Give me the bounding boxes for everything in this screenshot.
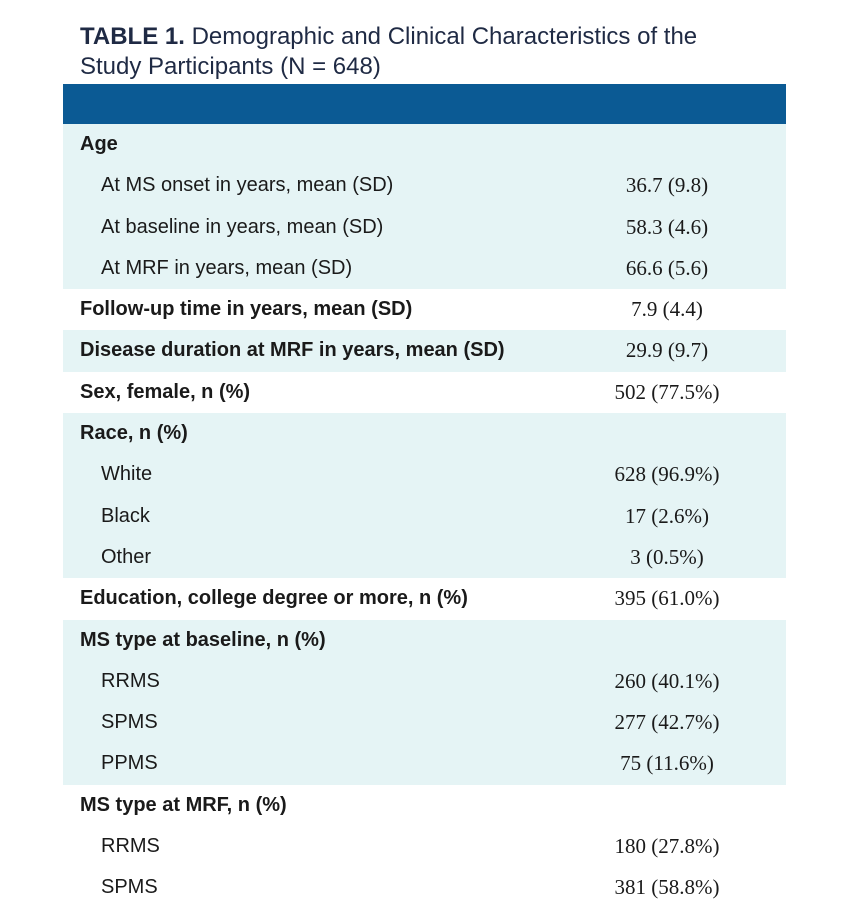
subrow-value: 17 (2.6%) bbox=[625, 503, 709, 528]
table-subrow: Black 17 (2.6%) bbox=[63, 496, 786, 537]
row-label: Race, n (%) bbox=[80, 422, 188, 445]
subrow-value: 75 (11.6%) bbox=[620, 751, 714, 776]
subrow-label: RRMS bbox=[101, 835, 160, 858]
row-group: Sex, female, n (%) 502 (77.5%) bbox=[63, 372, 786, 413]
table-subrow: White 628 (96.9%) bbox=[63, 454, 786, 495]
row-group: MS type at baseline, n (%) RRMS 260 (40.1%… bbox=[63, 619, 786, 785]
row-label: Disease duration at MRF in years, mean (… bbox=[80, 339, 505, 362]
subrow-label: SPMS bbox=[101, 876, 158, 899]
table-row: MS type at MRF, n (%) bbox=[63, 785, 786, 826]
row-label: MS type at MRF, n (%) bbox=[80, 793, 287, 816]
subrow-value: 277 (42.7%) bbox=[614, 710, 720, 735]
subrow-value: 58.3 (4.6) bbox=[625, 214, 709, 239]
header-bar bbox=[63, 84, 786, 124]
row-value: 29.9 (9.7) bbox=[625, 338, 709, 363]
table-row: Follow-up time in years, mean (SD) 7.9 (4… bbox=[63, 289, 786, 330]
subrow-label: PPMS bbox=[101, 752, 158, 775]
subrow-label: At MRF in years, mean (SD) bbox=[101, 256, 353, 279]
row-group: Follow-up time in years, mean (SD) 7.9 (4… bbox=[63, 289, 786, 330]
table-subrow: RRMS 180 (27.8%) bbox=[63, 826, 786, 867]
row-group: Disease duration at MRF in years, mean (… bbox=[63, 330, 786, 372]
subrow-label: White bbox=[101, 463, 153, 486]
subrow-value: 260 (40.1%) bbox=[614, 668, 720, 693]
row-group: Education, college degree or more, n (%)… bbox=[63, 578, 786, 619]
table-subrow: SPMS 277 (42.7%) bbox=[63, 702, 786, 743]
row-value: 395 (61.0%) bbox=[614, 586, 720, 611]
table-row: MS type at baseline, n (%) bbox=[63, 620, 786, 661]
subrow-label: At MS onset in years, mean (SD) bbox=[101, 174, 394, 197]
subrow-value: 66.6 (5.6) bbox=[625, 255, 709, 280]
row-label: Education, college degree or more, n (%) bbox=[80, 587, 468, 610]
table-subrow: At MS onset in years, mean (SD) 36.7 (9.8… bbox=[63, 165, 786, 206]
table-subrow: PPMS 75 (11.6%) bbox=[63, 743, 786, 784]
table: Age At MS onset in years, mean (SD) 36.7 (… bbox=[63, 124, 786, 909]
row-label: Follow-up time in years, mean (SD) bbox=[80, 298, 413, 321]
table-row: Sex, female, n (%) 502 (77.5%) bbox=[63, 372, 786, 413]
table-row: Race, n (%) bbox=[63, 413, 786, 454]
subrow-label: Black bbox=[101, 504, 150, 527]
table-subrow: At baseline in years, mean (SD) 58.3 (4.6… bbox=[63, 207, 786, 248]
subrow-label: SPMS bbox=[101, 711, 158, 734]
subrow-value: 628 (96.9%) bbox=[614, 462, 720, 487]
table-title: TABLE 1. Demographic and Clinical Charac… bbox=[80, 22, 760, 82]
row-value: 502 (77.5%) bbox=[614, 379, 720, 404]
table-subrow: Other 3 (0.5%) bbox=[63, 537, 786, 578]
row-label: Age bbox=[80, 133, 118, 155]
subrow-value: 36.7 (9.8) bbox=[625, 173, 709, 198]
table-row: Age bbox=[63, 124, 786, 165]
table-row: Disease duration at MRF in years, mean (… bbox=[63, 330, 786, 371]
row-group: Race, n (%) White 628 (96.9%) Black 17 (2.6%… bbox=[63, 413, 786, 579]
table-subrow: At MRF in years, mean (SD) 66.6 (5.6) bbox=[63, 248, 786, 289]
subrow-value: 381 (58.8%) bbox=[614, 875, 720, 900]
row-label: Sex, female, n (%) bbox=[80, 380, 251, 403]
row-value: 7.9 (4.4) bbox=[631, 297, 703, 322]
subrow-label: Other bbox=[101, 545, 152, 568]
table-subrow: RRMS 260 (40.1%) bbox=[63, 661, 786, 702]
row-group: Age At MS onset in years, mean (SD) 36.7 (… bbox=[63, 124, 786, 290]
title-label: TABLE 1. bbox=[80, 23, 185, 50]
subrow-value: 180 (27.8%) bbox=[614, 834, 720, 859]
title-text: Demographic and Clinical Characteristics… bbox=[80, 23, 698, 80]
row-label: MS type at baseline, n (%) bbox=[80, 628, 326, 651]
subrow-label: RRMS bbox=[101, 669, 160, 692]
table-row: Education, college degree or more, n (%)… bbox=[63, 578, 786, 619]
row-group: MS type at MRF, n (%) RRMS 180 (27.8%) SPMS… bbox=[63, 785, 786, 909]
subrow-label: At baseline in years, mean (SD) bbox=[101, 215, 384, 238]
subrow-value: 3 (0.5%) bbox=[630, 544, 704, 569]
table-subrow: SPMS 381 (58.8%) bbox=[63, 867, 786, 908]
